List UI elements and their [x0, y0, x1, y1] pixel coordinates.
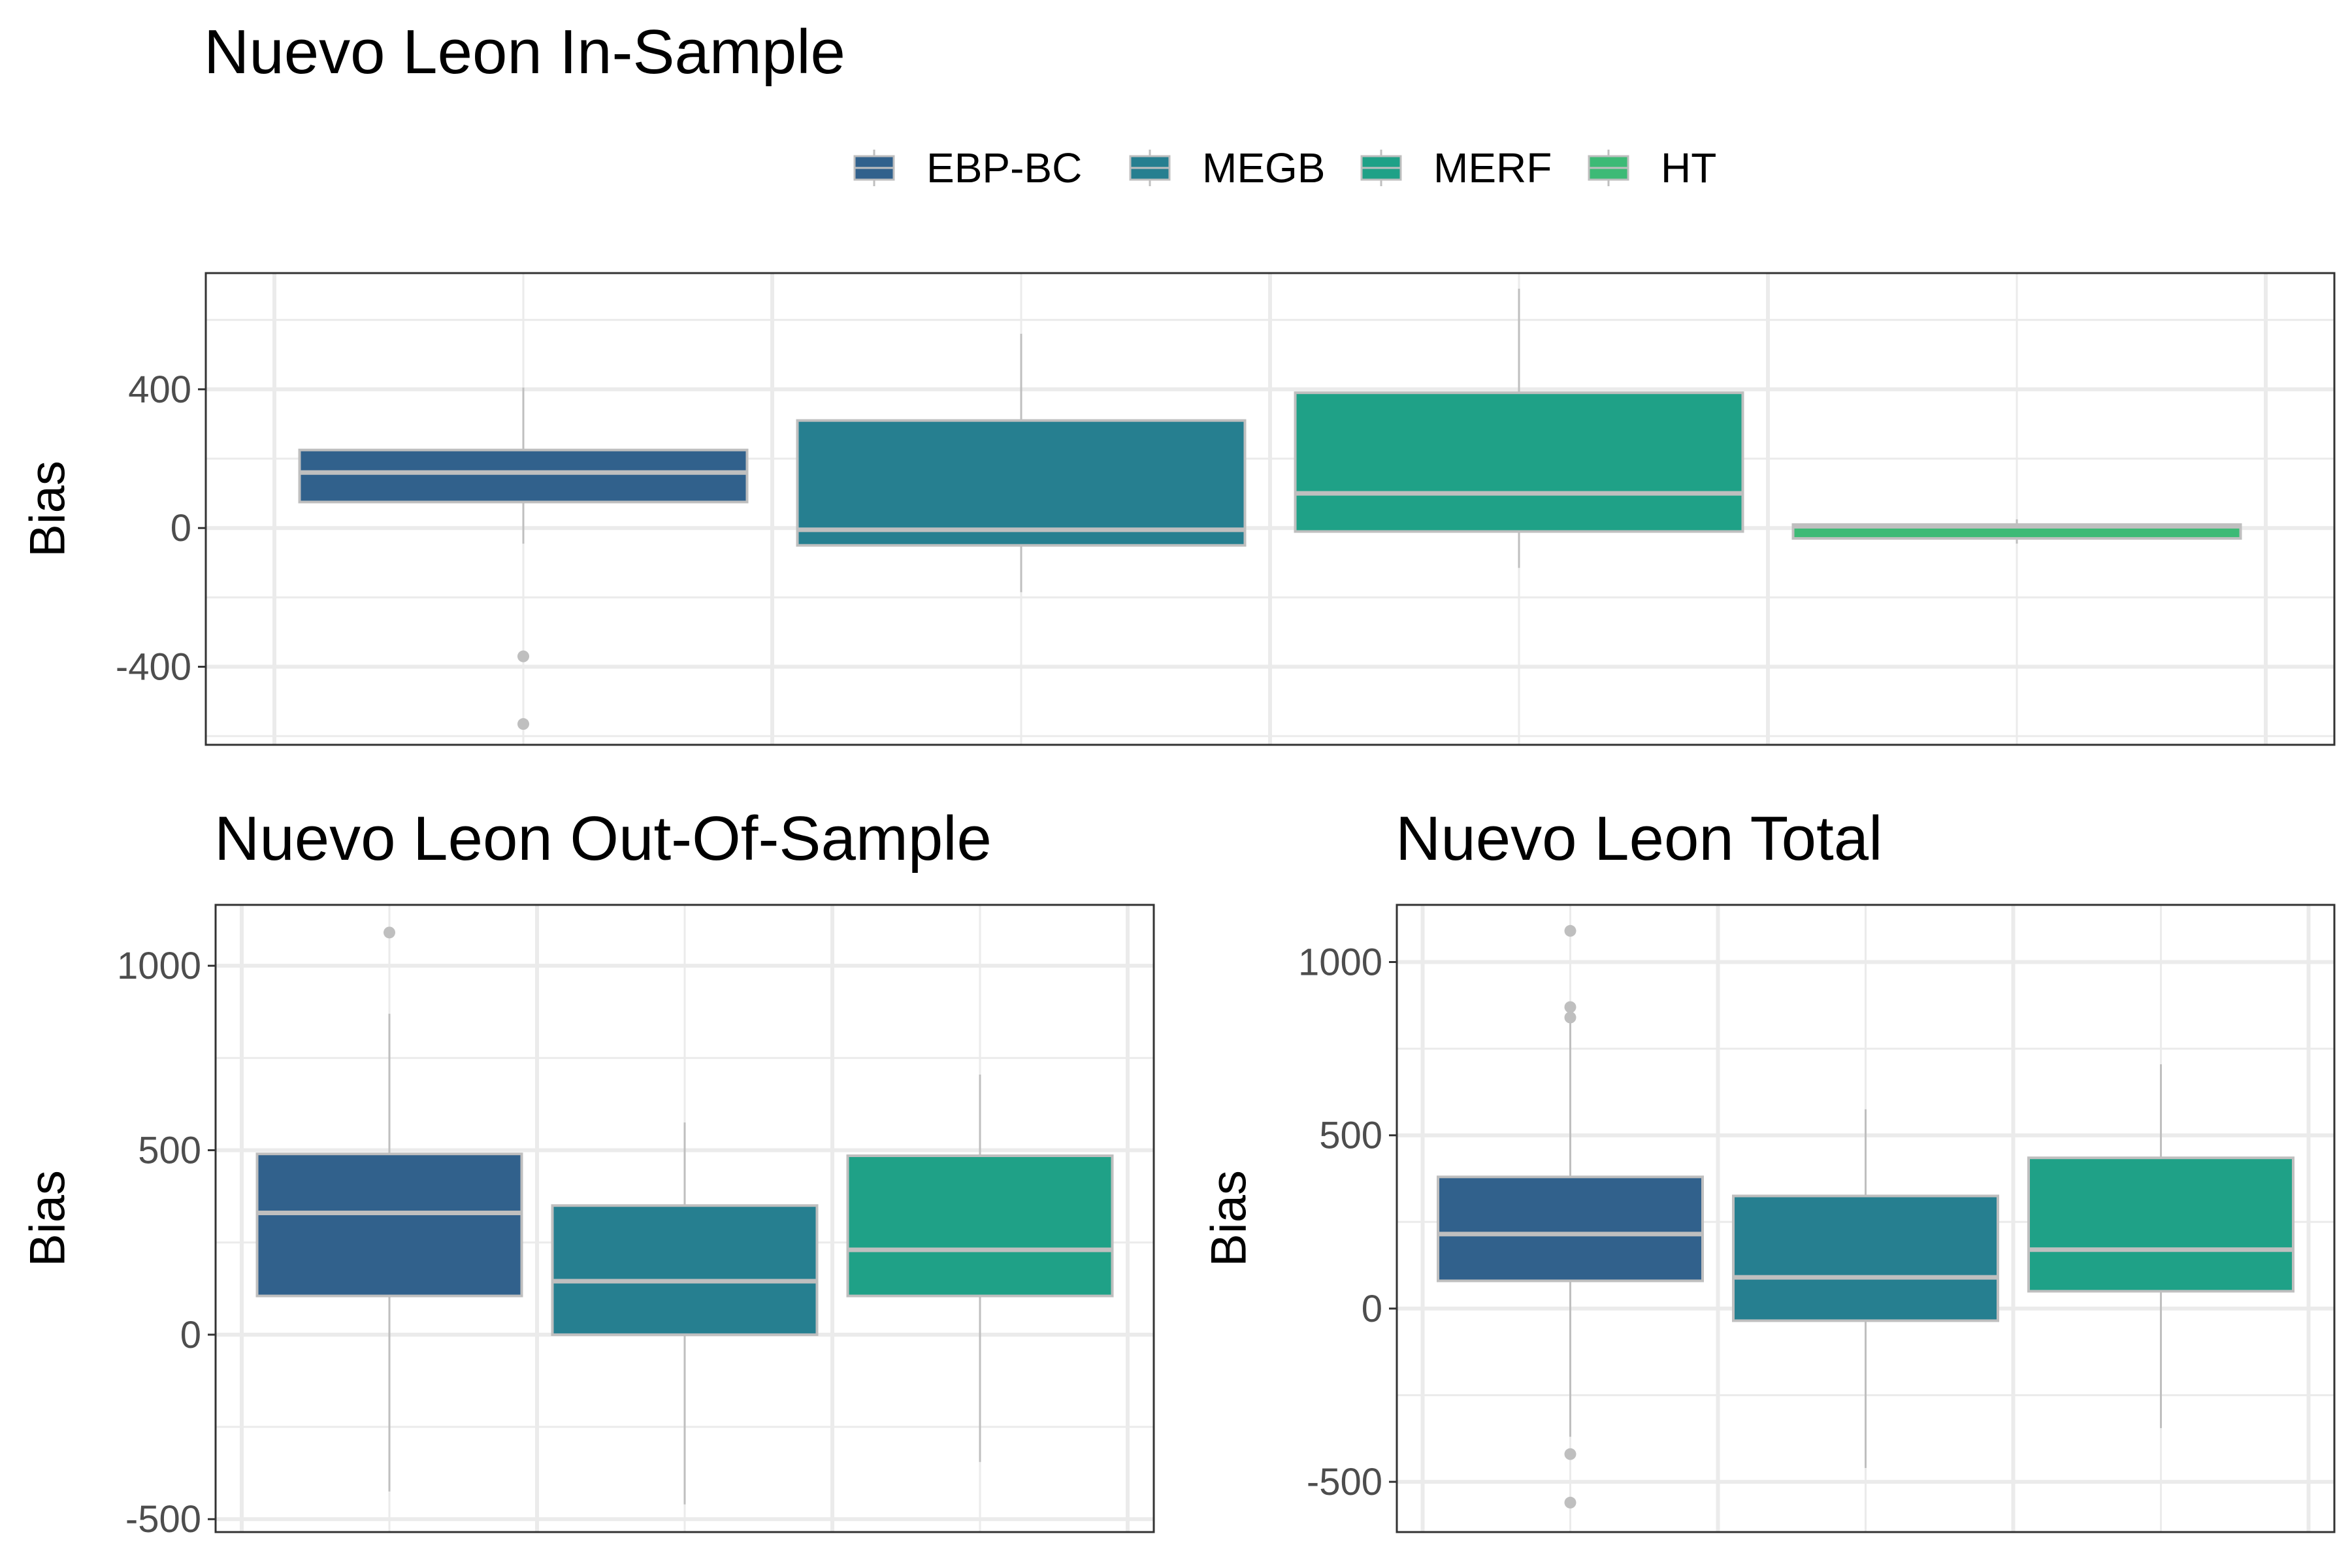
box-merf — [1294, 288, 1744, 568]
panel-border — [204, 272, 2336, 746]
box-merf — [2027, 1064, 2295, 1428]
box-iqr — [1294, 391, 1744, 533]
title-in-sample: Nuevo Leon In-Sample — [204, 17, 845, 87]
legend-item-ebp-bc: EBP-BC — [853, 144, 1082, 191]
outlier-point — [517, 718, 529, 730]
box-iqr — [255, 1152, 523, 1298]
legend-label: EBP-BC — [926, 144, 1082, 191]
y-tick-label: -400 — [116, 646, 191, 689]
outlier-point — [1564, 924, 1576, 937]
outlier-point — [1564, 1448, 1576, 1460]
y-tick-label: -500 — [1307, 1461, 1382, 1503]
legend-item-merf: MERF — [1360, 144, 1552, 191]
legend-item-ht: HT — [1588, 144, 1716, 191]
outlier-point — [384, 926, 395, 939]
box-iqr — [1732, 1194, 1999, 1322]
y-axis-label: Bias — [20, 461, 76, 557]
box-iqr — [846, 1154, 1114, 1298]
title-total: Nuevo Leon Total — [1396, 804, 1882, 874]
panel-out-of-sample: -500 0 500 1000 Bias — [20, 904, 1155, 1541]
outlier-point — [517, 650, 529, 662]
box-ebp-bc — [255, 926, 523, 1492]
outlier-point — [1564, 1496, 1576, 1509]
box-iqr — [298, 448, 749, 504]
panel-in-sample: -400 0 400 Bias — [20, 272, 2336, 746]
y-axis-label: Bias — [1201, 1170, 1257, 1267]
panel-border — [1396, 904, 2336, 1533]
box-merf — [846, 1074, 1114, 1462]
box-megb — [1732, 1109, 1999, 1468]
y-tick-label: 500 — [138, 1130, 201, 1172]
y-tick-label: -500 — [125, 1498, 201, 1541]
box-iqr — [2027, 1156, 2295, 1293]
legend-label: MEGB — [1202, 144, 1325, 191]
y-tick-label: 400 — [128, 368, 191, 411]
outlier-point — [1564, 1001, 1576, 1013]
y-tick-label: 0 — [180, 1314, 201, 1356]
panel-border — [214, 904, 1155, 1533]
y-tick-label: 0 — [171, 507, 191, 549]
legend-label: MERF — [1433, 144, 1552, 191]
y-tick-label: 1000 — [117, 945, 201, 987]
panel-total: -500 0 500 1000 Bias — [1201, 904, 2336, 1533]
y-tick-label: 500 — [1319, 1115, 1382, 1157]
box-megb — [796, 333, 1247, 593]
y-axis-label: Bias — [20, 1170, 76, 1267]
y-tick-label: 1000 — [1298, 941, 1382, 984]
outlier-point — [1564, 1011, 1576, 1024]
box-iqr — [1437, 1175, 1704, 1282]
box-ebp-bc — [298, 387, 749, 730]
legend: EBP-BC MEGB MERF HT — [853, 144, 1716, 191]
y-tick-label: 0 — [1362, 1288, 1382, 1330]
box-iqr — [551, 1204, 819, 1336]
legend-item-megb: MEGB — [1129, 144, 1325, 191]
title-out-of-sample: Nuevo Leon Out-Of-Sample — [214, 804, 992, 874]
legend-label: HT — [1661, 144, 1716, 191]
box-ebp-bc — [1437, 924, 1704, 1509]
box-ht — [1791, 519, 2242, 544]
box-megb — [551, 1122, 819, 1505]
box-iqr — [796, 419, 1247, 547]
